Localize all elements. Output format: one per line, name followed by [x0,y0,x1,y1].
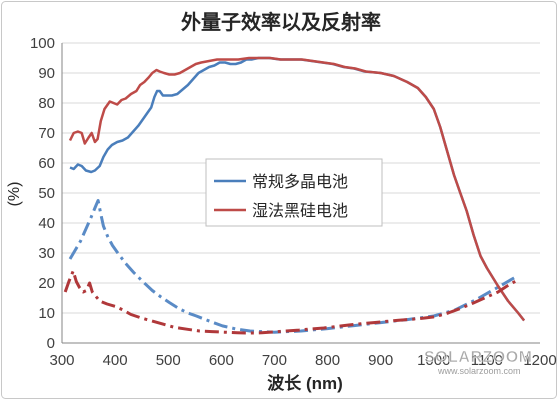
x-tick-label: 300 [49,352,74,369]
legend: 常规多晶电池 湿法黑硅电池 [205,158,383,227]
y-axis-label: (%) [6,182,23,207]
y-tick-label: 20 [38,275,55,292]
legend-label-series-1: 湿法黑硅电池 [252,202,348,220]
y-tick-label: 70 [38,125,55,142]
x-tick-label: 700 [262,352,287,369]
series-line-3 [63,269,517,335]
y-tick-label: 100 [30,35,55,52]
x-tick-label: 800 [315,352,340,369]
x-tick-label: 1200 [523,352,556,369]
series-line-1 [68,56,526,322]
watermark-url: www.solarzoom.com [437,366,521,376]
axes [61,43,540,344]
x-tick-label: 600 [209,352,234,369]
y-tick-label: 30 [38,245,55,262]
legend-label-series-0: 常规多晶电池 [252,173,348,191]
y-tick-label: 40 [38,215,55,232]
y-tick-label: 60 [38,155,55,172]
x-tick-label: 1000 [417,352,450,369]
x-tick-label: 500 [156,352,181,369]
y-tick-label: 90 [38,65,55,82]
watermark: SOLARZOOM www.solarzoom.com [424,349,533,376]
series-line-2 [68,199,519,334]
x-tick-labels: 300 400 500 600 700 800 900 1000 1100 1200 [49,352,556,369]
y-tick-label: 10 [38,305,55,322]
chart-title: 外量子效率以及反射率 [181,10,381,34]
y-tick-label: 50 [38,185,55,202]
x-tick-label: 900 [368,352,393,369]
x-tick-label: 1100 [471,352,503,369]
y-tick-label: 80 [38,95,55,112]
legend-box [205,158,383,227]
watermark-brand: SOLARZOOM [424,349,533,366]
x-tick-label: 400 [103,352,128,369]
series-lines [63,56,526,335]
y-tick-labels: 0 10 20 30 40 50 60 70 80 90 100 [30,35,55,352]
y-tick-label: 0 [47,335,55,352]
x-axis-label: 波长 (nm) [267,373,343,393]
